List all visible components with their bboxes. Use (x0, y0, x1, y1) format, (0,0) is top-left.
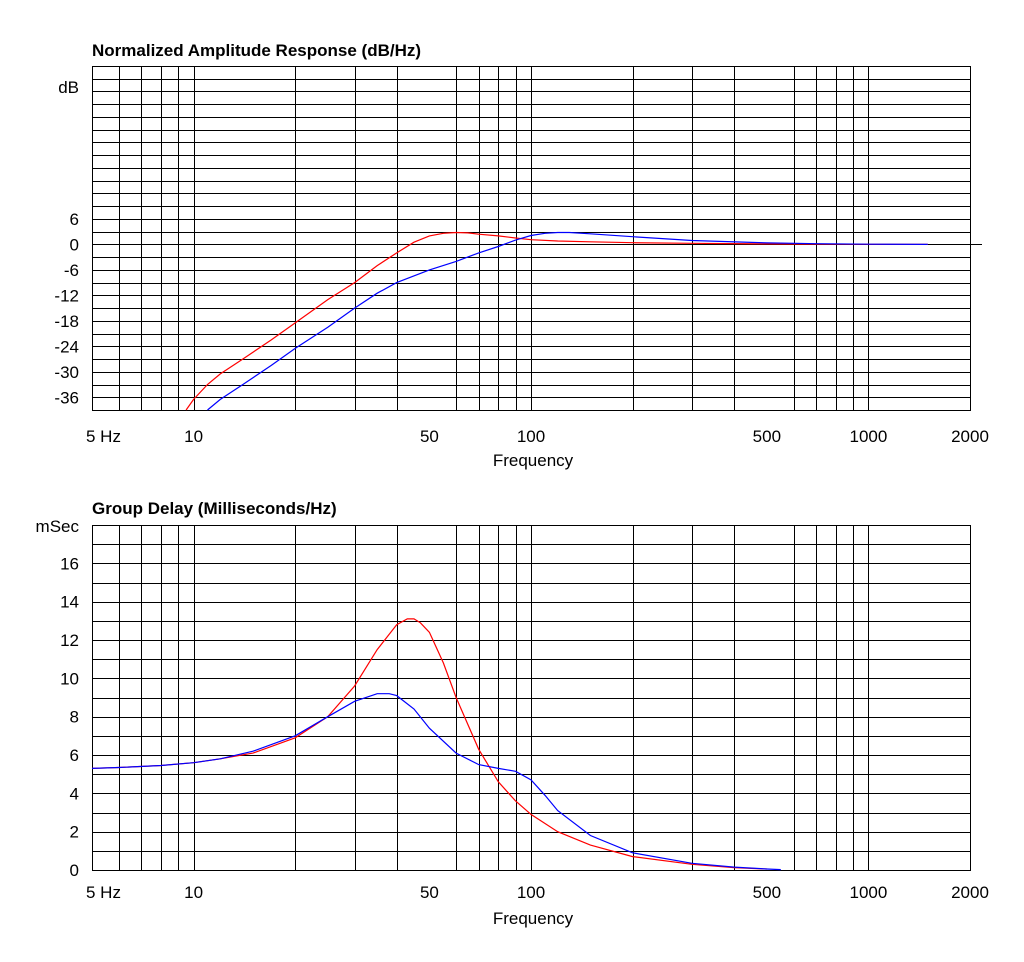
x-tick-label: 1000 (850, 427, 888, 446)
y-tick-label: -18 (54, 312, 79, 331)
red-series-line (185, 231, 928, 411)
y-tick-label: 12 (60, 631, 79, 650)
x-tick-label: 50 (420, 427, 439, 446)
y-tick-label: 8 (70, 708, 79, 727)
plot-frame (92, 525, 971, 871)
group-delay-chart: Group Delay (Milliseconds/Hz) mSec Frequ… (36, 499, 989, 928)
x-tick-label: 50 (420, 883, 439, 902)
amplitude-response-chart: Normalized Amplitude Response (dB/Hz) dB… (54, 41, 988, 470)
x-tick-label: 10 (184, 883, 203, 902)
y-tick-label: 6 (70, 210, 79, 229)
x-axis-label: Frequency (493, 451, 574, 470)
y-tick-label: -36 (54, 388, 79, 407)
y-tick-label: 4 (70, 784, 79, 803)
x-tick-label: 5 Hz (86, 427, 121, 446)
y-tick-label: 0 (70, 235, 79, 254)
chart-title: Group Delay (Milliseconds/Hz) (92, 499, 337, 518)
x-tick-label: 10 (184, 427, 203, 446)
red-series-line (91, 618, 767, 870)
chart-title: Normalized Amplitude Response (dB/Hz) (92, 41, 421, 60)
y-unit-label: mSec (36, 517, 80, 536)
y-tick-label: -6 (64, 261, 79, 280)
blue-series-line (207, 231, 928, 411)
y-tick-label: 6 (70, 746, 79, 765)
x-tick-label: 2000 (951, 427, 989, 446)
plot-frame (92, 66, 971, 411)
x-axis-label: Frequency (493, 909, 574, 928)
x-tick-label: 100 (517, 427, 545, 446)
y-unit-label: dB (58, 78, 79, 97)
x-tick-label: 2000 (951, 883, 989, 902)
x-tick-label: 100 (517, 883, 545, 902)
y-tick-label: 14 (60, 593, 79, 612)
x-tick-label: 1000 (850, 883, 888, 902)
blue-series-line (91, 693, 781, 871)
x-tick-label: 500 (753, 883, 781, 902)
y-tick-label: 10 (60, 669, 79, 688)
x-tick-label: 5 Hz (86, 883, 121, 902)
y-tick-label: -12 (54, 286, 79, 305)
y-tick-label: 2 (70, 823, 79, 842)
y-tick-label: 0 (70, 861, 79, 880)
y-tick-label: 16 (60, 554, 79, 573)
y-tick-label: -24 (54, 337, 79, 356)
x-tick-label: 500 (753, 427, 781, 446)
y-tick-label: -30 (54, 363, 79, 382)
